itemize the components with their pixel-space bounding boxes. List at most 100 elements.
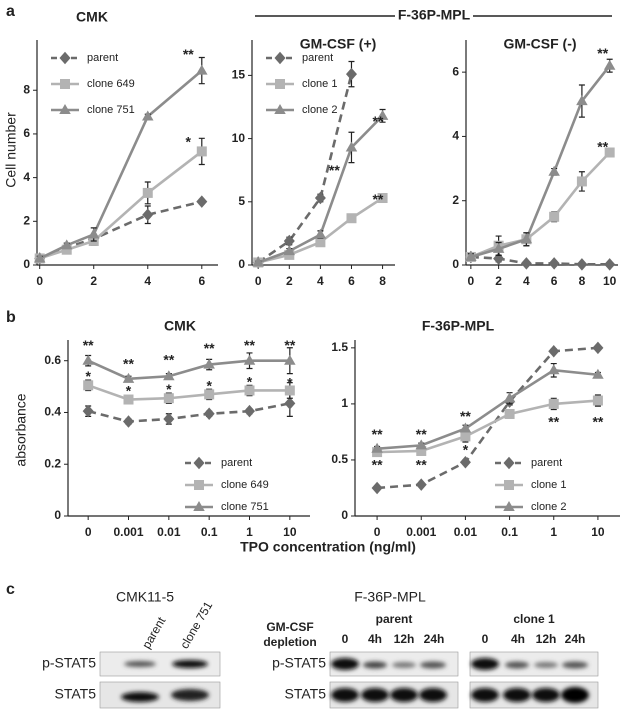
series-line [470,64,611,259]
blot-title: F-36P-MPL [354,589,426,605]
marker [244,404,255,418]
marker [196,146,207,157]
legend-label: clone 2 [531,501,566,513]
group-header: F-36P-MPL [398,7,471,23]
header-bg [395,8,473,24]
y-tick-label: 2 [23,213,30,227]
annotation: ** [183,46,194,62]
marker [243,354,256,365]
marker [465,250,477,261]
annotation: ** [597,45,608,61]
marker [314,228,327,239]
marker [549,211,560,222]
annotation: * [85,368,91,384]
x-tick-label: 10 [283,525,297,539]
legend-label: clone 649 [87,78,135,90]
annotation: ** [83,337,94,353]
marker [604,258,616,271]
annotation: ** [372,191,383,207]
series-line [87,384,290,401]
series-line [376,368,599,451]
x-tick-label: 10 [603,274,617,288]
x-tick-label: 2 [495,274,502,288]
marker [61,244,72,255]
marker [576,258,588,271]
row-label: STAT5 [285,686,327,702]
marker [459,422,472,433]
y-tick-label: 0 [452,257,459,271]
x-tick-label: 4 [317,274,324,288]
x-tick-label: 4 [523,274,530,288]
lane-label: 12h [394,632,415,646]
lane-label: clone 751 [177,599,215,651]
marker [163,412,175,426]
x-axis-label: TPO concentration (ng/ml) [240,539,416,555]
annotation: * [186,133,192,149]
marker [604,147,615,158]
marker [603,59,616,70]
x-tick-label: 0.001 [113,525,143,539]
legend-marker [274,104,286,114]
x-tick-label: 6 [198,274,205,288]
y-tick-label: 5 [238,194,245,208]
x-tick-label: 0.1 [501,525,518,539]
y-tick-label: 0 [238,257,245,271]
series-line [470,255,610,266]
marker [520,257,532,270]
blot-title: CMK11-5 [116,589,174,605]
marker [503,392,516,403]
y-tick-label: 4 [452,129,459,143]
marker [592,368,604,379]
panel-label: b [6,309,16,326]
group-label: clone 1 [513,612,555,626]
marker [82,354,94,365]
lane-label: 12h [536,632,557,646]
marker [492,242,505,253]
annotation: ** [372,113,383,129]
annotation: * [166,381,172,397]
marker [82,404,94,418]
condition-label: GM-CSF [266,620,313,634]
marker [371,442,383,453]
marker [592,341,604,355]
marker [576,95,588,106]
annotation: * [287,375,293,391]
y-tick-label: 0.6 [44,353,61,367]
marker [459,455,471,469]
legend-label: parent [302,52,333,64]
x-tick-label: 4 [144,274,151,288]
annotation: ** [284,337,295,353]
y-tick-label: 6 [452,64,459,78]
lane-label: 4h [511,632,525,646]
chart-title: CMK [164,318,196,334]
x-tick-label: 8 [379,274,386,288]
legend-label: clone 649 [221,479,269,491]
group-label: parent [376,612,413,626]
series-line [87,402,291,423]
x-tick-label: 0 [468,274,475,288]
legend-marker [193,456,205,470]
x-tick-label: 6 [348,274,355,288]
legend-marker [503,456,515,470]
x-tick-label: 0.001 [406,525,436,539]
lane-label: 24h [565,632,586,646]
marker [204,389,215,400]
marker [376,109,389,120]
marker [576,176,587,187]
panel-label: a [6,3,15,20]
marker [244,385,255,396]
y-tick-label: 10 [232,131,246,145]
marker [252,256,264,267]
x-tick-label: 8 [579,274,586,288]
condition-label: depletion [263,635,316,649]
annotation: ** [416,426,427,442]
annotation: * [206,377,212,393]
marker [548,344,560,358]
marker [548,364,560,375]
legend-label: clone 1 [302,78,337,90]
marker [284,354,296,365]
x-tick-label: 2 [90,274,97,288]
marker [123,415,134,428]
marker [415,439,427,450]
